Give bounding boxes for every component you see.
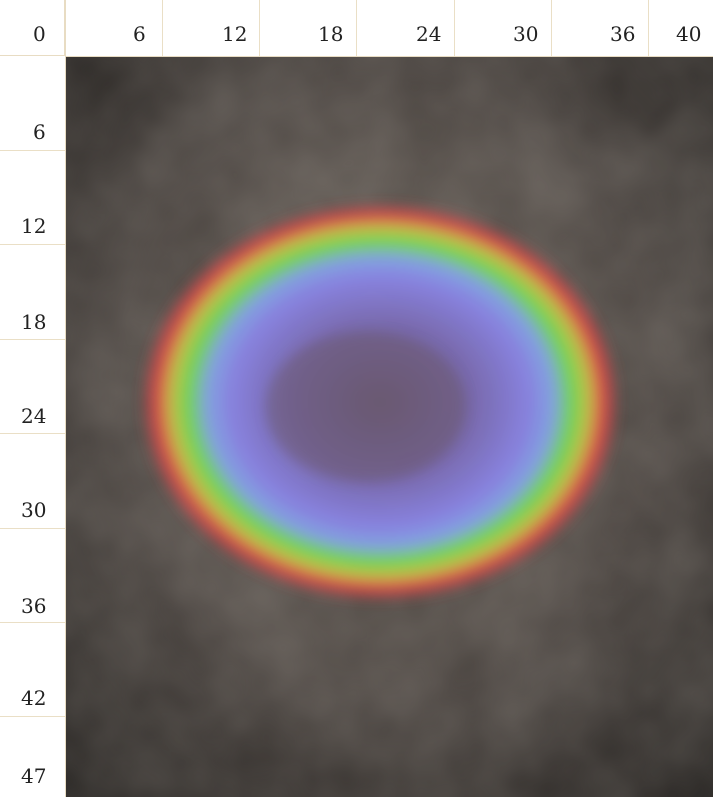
left-ruler-label: 42 [21, 686, 47, 710]
top-ruler-label: 6 [133, 22, 146, 46]
ruler-tick [648, 0, 649, 56]
ruler-tick [0, 244, 65, 245]
nebula-photo [66, 57, 713, 797]
left-ruler [0, 0, 66, 797]
ruler-tick [0, 339, 65, 340]
left-ruler-label: 6 [33, 120, 46, 144]
ruler-tick [0, 433, 65, 434]
ruler-tick [0, 150, 65, 151]
left-ruler-label: 47 [21, 764, 47, 788]
left-ruler-label: 18 [21, 310, 47, 334]
ruler-tick [356, 0, 357, 56]
ruler-tick [454, 0, 455, 56]
ruler-corner [0, 0, 65, 56]
ruler-tick [259, 0, 260, 56]
ruler-tick [162, 0, 163, 56]
left-ruler-label: 24 [21, 404, 47, 428]
ruler-tick [0, 716, 65, 717]
ruler-tick [0, 622, 65, 623]
ruler-tick [551, 0, 552, 56]
top-ruler-label: 0 [33, 22, 46, 46]
top-ruler-label: 40 [676, 22, 702, 46]
nebula-center [266, 332, 466, 482]
left-ruler-label: 36 [21, 594, 47, 618]
top-ruler-label: 12 [222, 22, 248, 46]
top-ruler-label: 36 [610, 22, 636, 46]
top-ruler-label: 30 [513, 22, 539, 46]
ruler-tick [0, 528, 65, 529]
left-ruler-label: 12 [21, 214, 47, 238]
top-ruler-label: 24 [416, 22, 442, 46]
left-ruler-label: 30 [21, 498, 47, 522]
top-ruler-label: 18 [318, 22, 344, 46]
